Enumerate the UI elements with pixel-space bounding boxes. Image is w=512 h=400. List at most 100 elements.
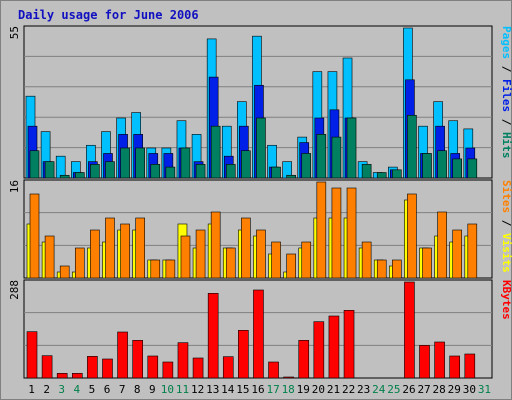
bar-pages-day-23: [361, 164, 372, 179]
bar-pages-day-2: [44, 161, 55, 179]
bar-kbytes-day-16: [253, 289, 264, 379]
bar-sites-day-7: [120, 223, 130, 279]
bar-kbytes-day-13: [207, 293, 219, 379]
day-label-31: 31: [478, 383, 491, 396]
bar-sites-day-10: [165, 259, 176, 279]
bar-sites-day-4: [74, 247, 85, 279]
legend-entry: Hits: [500, 132, 512, 159]
bar-sites-day-28: [437, 211, 447, 279]
bar-sites-day-6: [105, 217, 115, 279]
bar-sites-day-17: [271, 241, 281, 279]
bar-pages-day-1: [29, 150, 40, 179]
bar-sites-day-2: [44, 235, 55, 279]
bar-sites-day-27: [422, 247, 432, 279]
bar-pages-day-18: [286, 174, 296, 179]
bar-pages-day-21: [331, 136, 342, 179]
bar-kbytes-day-28: [434, 341, 445, 379]
bar-kbytes-day-17: [268, 361, 279, 379]
day-label-17: 17: [266, 383, 279, 396]
day-label-18: 18: [282, 383, 295, 396]
bar-kbytes-day-6: [102, 358, 113, 379]
day-label-13: 13: [206, 383, 219, 396]
day-label-27: 27: [417, 383, 430, 396]
bar-sites-day-8: [135, 217, 145, 279]
series-legend: Pages / Files / Hits: [500, 26, 512, 159]
bar-kbytes-day-21: [328, 315, 340, 379]
bar-kbytes-day-10: [162, 361, 174, 379]
day-axis-labels: 1 2 3 4 5 6 7 8 9 10 11 12 13 14 15 16 17 18 19 20 21 22 23 24 2…: [28, 383, 491, 396]
y-axis-max-label: 288: [8, 280, 21, 300]
bar-sites-day-18: [286, 253, 296, 279]
legend-entry: /: [500, 112, 512, 132]
day-label-11: 11: [176, 383, 189, 396]
bar-pages-day-22: [346, 117, 357, 179]
bar-pages-day-5: [90, 164, 100, 179]
bar-kbytes-day-7: [117, 331, 128, 379]
bar-sites-day-15: [241, 217, 251, 279]
bar-kbytes-day-29: [449, 355, 461, 379]
bar-sites-day-13: [210, 211, 221, 279]
panel-hits-files-pages: 55 Pages / Files / Hits: [8, 25, 512, 179]
day-label-15: 15: [236, 383, 249, 396]
bar-sites-day-5: [90, 229, 100, 279]
day-label-16: 16: [251, 383, 264, 396]
bar-pages-day-30: [467, 158, 478, 179]
day-label-30: 30: [463, 383, 476, 396]
bar-pages-day-25: [392, 169, 402, 179]
day-label-23: 23: [357, 383, 370, 396]
bar-kbytes-day-5: [87, 356, 98, 379]
bar-pages-day-19: [301, 153, 312, 179]
legend-entry: /: [500, 59, 512, 79]
bar-pages-day-26: [407, 114, 417, 179]
bar-kbytes-day-1: [26, 331, 38, 379]
panel-visits-sites: 16 Sites / Visits: [8, 179, 512, 279]
day-label-26: 26: [402, 383, 415, 396]
bar-pages-day-8: [135, 147, 145, 179]
legend-entry: Visits: [500, 233, 512, 273]
legend-entry: Pages: [500, 26, 512, 59]
bar-kbytes-day-8: [132, 340, 143, 379]
bar-kbytes-day-14: [222, 356, 234, 379]
bar-kbytes-day-3: [56, 373, 68, 379]
bar-pages-day-12: [195, 164, 206, 179]
bar-kbytes-day-26: [404, 281, 415, 379]
bar-pages-day-15: [241, 150, 251, 179]
day-label-22: 22: [342, 383, 355, 396]
bar-kbytes-day-22: [343, 310, 355, 379]
bar-sites-day-19: [301, 241, 312, 279]
bar-sites-day-23: [361, 241, 372, 279]
bar-kbytes-day-30: [464, 353, 476, 379]
bar-sites-day-11: [180, 235, 191, 279]
bar-pages-day-28: [437, 150, 447, 179]
bar-kbytes-day-15: [238, 330, 249, 379]
day-label-4: 4: [74, 383, 81, 396]
day-label-12: 12: [191, 383, 204, 396]
day-label-14: 14: [221, 383, 235, 396]
bar-kbytes-day-12: [192, 357, 204, 379]
day-label-9: 9: [149, 383, 156, 396]
day-label-3: 3: [58, 383, 65, 396]
bar-sites-day-29: [452, 229, 463, 279]
day-label-1: 1: [28, 383, 35, 396]
bar-sites-day-25: [392, 259, 402, 279]
bar-pages-day-10: [165, 166, 176, 179]
legend-entry: Files: [500, 79, 512, 112]
bar-pages-day-6: [105, 161, 115, 179]
bar-pages-day-14: [225, 164, 236, 179]
bar-sites-day-16: [256, 229, 266, 279]
legend-entry: Sites: [500, 180, 512, 213]
day-label-6: 6: [104, 383, 111, 396]
bar-pages-day-27: [422, 153, 432, 179]
chart-panels: 55 Pages / Files / Hits 16 Sites / Visits 28…: [8, 25, 512, 379]
bar-kbytes-day-19: [298, 340, 310, 379]
bar-kbytes-day-4: [71, 373, 83, 379]
day-label-24: 24: [372, 383, 386, 396]
day-label-28: 28: [433, 383, 446, 396]
bar-kbytes-day-27: [419, 345, 430, 379]
bar-sites-day-22: [346, 187, 357, 279]
bar-sites-day-12: [195, 229, 206, 279]
bar-sites-day-30: [467, 223, 478, 279]
bar-kbytes-day-9: [147, 355, 159, 379]
bar-kbytes-day-11: [177, 342, 189, 379]
